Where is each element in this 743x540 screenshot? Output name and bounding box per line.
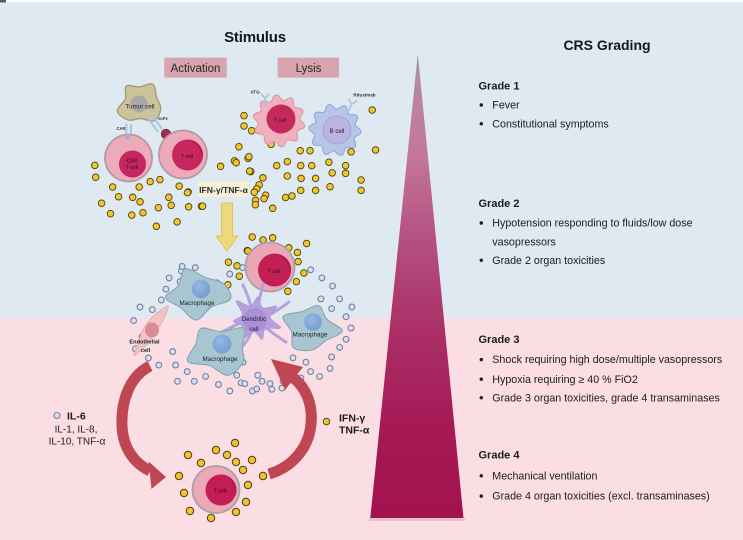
svg-text:IL-10, TNF-α: IL-10, TNF-α [49,437,106,448]
svg-text:Grade 3 organ toxicities, grad: Grade 3 organ toxicities, grade 4 transa… [492,392,720,404]
svg-text:Grade 3: Grade 3 [479,334,520,346]
svg-text:T cell: T cell [274,118,286,124]
svg-text:CAR: CAR [127,159,138,165]
svg-text:Lysis: Lysis [296,63,322,75]
svg-text:Rituximab: Rituximab [353,93,375,98]
svg-text:IL-1, IL-8,: IL-1, IL-8, [55,425,98,436]
svg-text:Fever: Fever [492,100,520,112]
svg-text:IL-6: IL-6 [67,411,86,423]
svg-text:CRS Grading: CRS Grading [563,37,650,53]
svg-text:Shock requiring high dose/mult: Shock requiring high dose/multiple vasop… [492,354,722,366]
svg-text:T-cell: T-cell [126,165,138,171]
svg-text:Hypoxia requiring ≥ 40 % FiO2: Hypoxia requiring ≥ 40 % FiO2 [492,374,638,386]
svg-text:B cell: B cell [330,129,345,135]
svg-text:Grade 2: Grade 2 [479,198,520,210]
svg-text:Mechanical ventilation: Mechanical ventilation [492,470,597,482]
svg-text:Activation: Activation [171,63,221,75]
svg-text:T cell: T cell [213,489,226,495]
svg-text:cell: cell [249,326,258,333]
svg-text:Grade 4 organ toxicities (excl: Grade 4 organ toxicities (excl. transami… [492,491,709,503]
svg-text:Macrophage: Macrophage [202,356,238,363]
svg-text:Macrophage: Macrophage [292,332,328,339]
svg-text:CAR: CAR [116,126,125,131]
svg-text:Hypotension responding to flui: Hypotension responding to fluids/low dos… [492,218,692,230]
svg-text:Macrophage: Macrophage [179,300,215,307]
svg-text:scFv: scFv [158,116,168,121]
svg-text:Grade 1: Grade 1 [479,81,520,93]
svg-text:Tumor cell: Tumor cell [125,104,154,111]
svg-text:T cell: T cell [181,154,193,160]
svg-text:Grade 4: Grade 4 [479,450,521,462]
svg-text:IFN-γ: IFN-γ [339,413,365,425]
svg-text:ATG: ATG [250,90,260,95]
svg-text:Constitutional symptoms: Constitutional symptoms [492,118,608,130]
svg-text:T cell: T cell [268,269,281,275]
svg-text:TNF-α: TNF-α [339,425,370,437]
svg-text:Dendritic: Dendritic [242,316,266,323]
svg-text:IFN-γ/TNF-α: IFN-γ/TNF-α [199,185,248,195]
svg-text:Endothelial: Endothelial [129,340,160,346]
svg-text:cell: cell [141,348,151,354]
svg-text:Grade 2 organ toxicities: Grade 2 organ toxicities [492,255,605,267]
svg-text:vasopressors: vasopressors [492,236,556,248]
svg-text:Stimulus: Stimulus [224,29,286,46]
